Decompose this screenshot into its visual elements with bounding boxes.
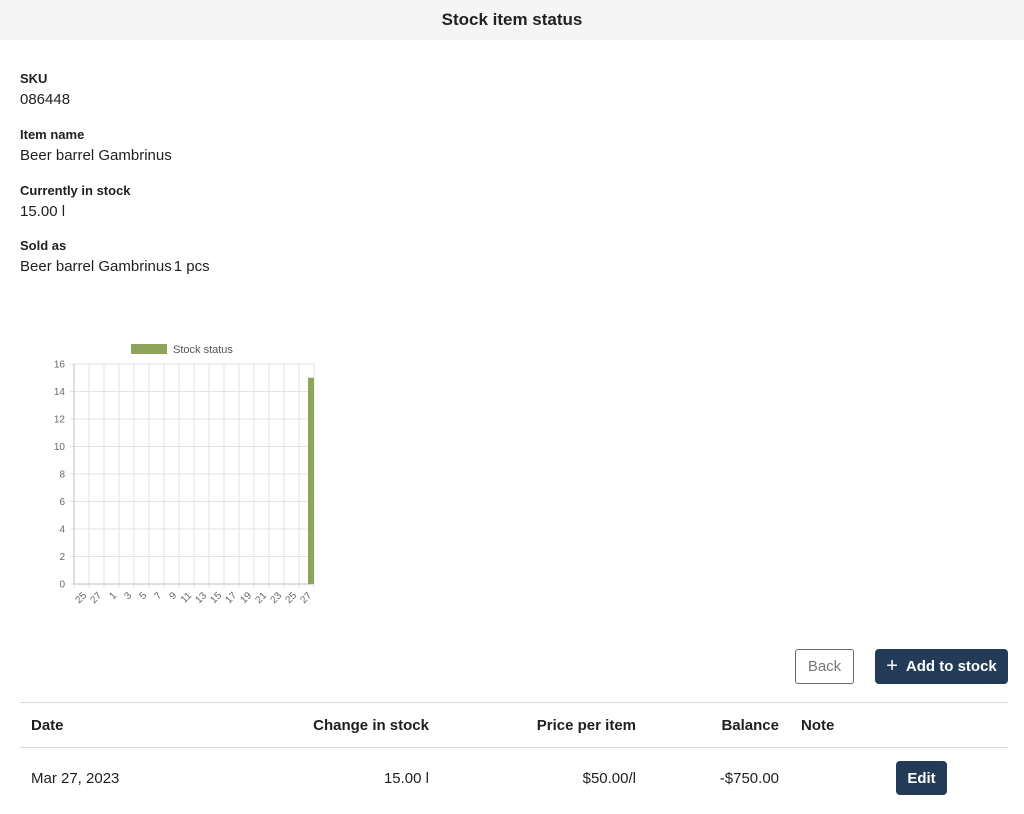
sold-as-quantity: 1 pcs xyxy=(173,258,210,275)
row-price-per-item: $50.00/l xyxy=(582,769,636,787)
plus-icon: + xyxy=(886,654,898,677)
header-change-in-stock: Change in stock xyxy=(313,716,429,734)
sku-value: 086448 xyxy=(20,91,71,108)
y-tick-label: 8 xyxy=(59,470,65,481)
x-tick-label: 3 xyxy=(122,590,134,602)
item-name-value: Beer barrel Gambrinus xyxy=(20,147,172,164)
page-title: Stock item status xyxy=(441,10,583,29)
sold-as-item-name: Beer barrel Gambrinus xyxy=(20,258,172,275)
x-tick-label: 25 xyxy=(73,590,89,606)
legend-swatch xyxy=(131,344,167,354)
x-tick-label: 25 xyxy=(283,590,299,606)
x-tick-label: 15 xyxy=(208,590,224,606)
in-stock-value: 15.00 l xyxy=(20,203,66,220)
row-change-in-stock: 15.00 l xyxy=(383,769,429,787)
header-date: Date xyxy=(31,716,64,734)
table-row: Mar 27, 2023 15.00 l $50.00/l -$750.00 E… xyxy=(20,748,1008,808)
x-tick-label: 5 xyxy=(137,590,149,602)
header-note: Note xyxy=(801,716,835,734)
sold-as-field: Sold as Beer barrel Gambrinus 1 pcs xyxy=(20,238,210,277)
y-tick-label: 6 xyxy=(59,497,65,508)
x-tick-label: 13 xyxy=(193,590,209,606)
y-tick-label: 12 xyxy=(54,415,66,426)
x-tick-label: 27 xyxy=(298,590,314,606)
sold-as-value: Beer barrel Gambrinus 1 pcs xyxy=(20,257,210,277)
back-button[interactable]: Back xyxy=(795,649,854,684)
table-header-row: Date Change in stock Price per item Bala… xyxy=(20,702,1008,748)
add-to-stock-label: Add to stock xyxy=(905,658,997,675)
legend-label: Stock status xyxy=(173,344,233,356)
title-bar: Stock item status xyxy=(0,0,1024,40)
sku-field: SKU 086448 xyxy=(20,71,70,110)
x-tick-label: 11 xyxy=(179,590,194,605)
y-tick-label: 14 xyxy=(54,387,66,398)
add-to-stock-button[interactable]: + Add to stock xyxy=(875,649,1008,684)
stock-history-table: Date Change in stock Price per item Bala… xyxy=(20,702,1008,808)
item-name-label: Item name xyxy=(20,127,85,142)
x-tick-label: 27 xyxy=(88,590,104,606)
x-tick-label: 17 xyxy=(223,590,239,606)
x-tick-label: 7 xyxy=(152,590,164,602)
stock-bar xyxy=(308,377,314,584)
in-stock-label: Currently in stock xyxy=(20,183,131,198)
x-tick-label: 1 xyxy=(107,590,119,602)
stock-chart: Stock status 0 2 4 6 8 10 12 14 16 25 27 1 3 5 7 9 11 13 15… xyxy=(40,336,330,611)
header-balance: Balance xyxy=(721,716,779,734)
y-tick-label: 10 xyxy=(54,442,66,453)
row-date: Mar 27, 2023 xyxy=(31,769,120,787)
x-tick-label: 9 xyxy=(167,590,179,602)
edit-button[interactable]: Edit xyxy=(896,761,947,795)
y-tick-label: 2 xyxy=(59,552,65,563)
sold-as-label: Sold as xyxy=(20,238,67,253)
header-price-per-item: Price per item xyxy=(536,716,636,734)
y-tick-label: 16 xyxy=(54,360,66,371)
y-tick-label: 0 xyxy=(59,580,65,591)
y-tick-label: 4 xyxy=(59,525,65,536)
row-balance: -$750.00 xyxy=(719,769,779,787)
sku-label: SKU xyxy=(20,71,48,86)
item-name-field: Item name Beer barrel Gambrinus xyxy=(20,127,172,166)
x-tick-label: 21 xyxy=(253,590,269,606)
in-stock-field: Currently in stock 15.00 l xyxy=(20,183,131,222)
x-tick-label: 19 xyxy=(238,590,254,606)
x-tick-label: 23 xyxy=(268,590,284,606)
